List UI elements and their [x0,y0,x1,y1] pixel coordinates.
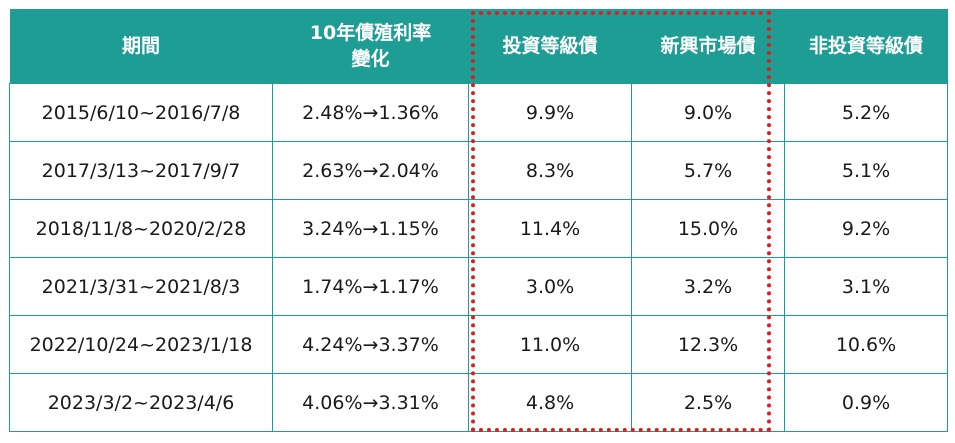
cell-investment-grade: 11.0% [468,315,632,374]
cell-period: 2018/11/8~2020/2/28 [9,199,273,258]
cell-investment-grade: 11.4% [468,199,632,258]
cell-high-yield: 5.2% [784,83,948,142]
cell-emerging-market: 3.2% [631,257,785,316]
cell-period: 2022/10/24~2023/1/18 [9,315,273,374]
cell-high-yield: 0.9% [784,373,948,432]
table-row: 2023/3/2~2023/4/6 4.06%→3.31% 4.8% 2.5% … [9,373,948,432]
cell-yield: 1.74%→1.17% [272,257,469,316]
header-row: 期間 10年債殖利率 變化 投資等級債 新興市場債 非投資等級債 [9,9,948,84]
header-yield-change: 10年債殖利率 變化 [272,9,469,84]
cell-high-yield: 10.6% [784,315,948,374]
bond-returns-table: 期間 10年債殖利率 變化 投資等級債 新興市場債 非投資等級債 2015/6/… [9,9,948,432]
cell-yield: 4.06%→3.31% [272,373,469,432]
cell-yield: 3.24%→1.15% [272,199,469,258]
header-emerging-market: 新興市場債 [631,9,785,84]
table-row: 2017/3/13~2017/9/7 2.63%→2.04% 8.3% 5.7%… [9,141,948,200]
cell-emerging-market: 12.3% [631,315,785,374]
cell-investment-grade: 8.3% [468,141,632,200]
header-investment-grade: 投資等級債 [468,9,632,84]
cell-high-yield: 9.2% [784,199,948,258]
cell-period: 2017/3/13~2017/9/7 [9,141,273,200]
cell-high-yield: 3.1% [784,257,948,316]
cell-period: 2023/3/2~2023/4/6 [9,373,273,432]
cell-emerging-market: 5.7% [631,141,785,200]
cell-investment-grade: 9.9% [468,83,632,142]
table-row: 2018/11/8~2020/2/28 3.24%→1.15% 11.4% 15… [9,199,948,258]
cell-period: 2015/6/10~2016/7/8 [9,83,273,142]
header-yield-change-line1: 10年債殖利率 [309,22,432,44]
cell-high-yield: 5.1% [784,141,948,200]
bond-returns-table-wrapper: 期間 10年債殖利率 變化 投資等級債 新興市場債 非投資等級債 2015/6/… [9,9,948,432]
cell-emerging-market: 15.0% [631,199,785,258]
header-high-yield: 非投資等級債 [784,9,948,84]
cell-investment-grade: 4.8% [468,373,632,432]
table-row: 2015/6/10~2016/7/8 2.48%→1.36% 9.9% 9.0%… [9,83,948,142]
cell-investment-grade: 3.0% [468,257,632,316]
header-yield-change-line2: 變化 [351,48,390,70]
cell-period: 2021/3/31~2021/8/3 [9,257,273,316]
header-period: 期間 [9,9,273,84]
cell-yield: 2.63%→2.04% [272,141,469,200]
cell-yield: 4.24%→3.37% [272,315,469,374]
table-row: 2022/10/24~2023/1/18 4.24%→3.37% 11.0% 1… [9,315,948,374]
table-row: 2021/3/31~2021/8/3 1.74%→1.17% 3.0% 3.2%… [9,257,948,316]
cell-yield: 2.48%→1.36% [272,83,469,142]
cell-emerging-market: 2.5% [631,373,785,432]
cell-emerging-market: 9.0% [631,83,785,142]
